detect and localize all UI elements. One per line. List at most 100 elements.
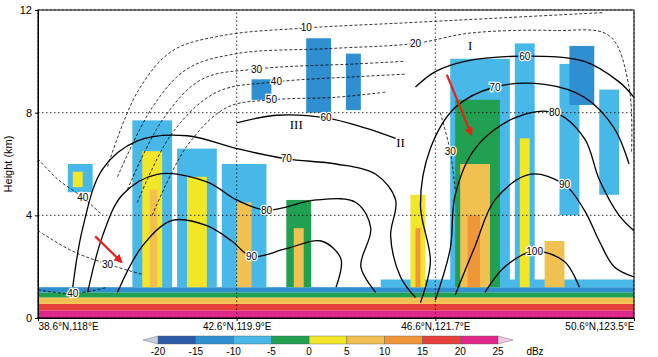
echo-cell [38,310,634,318]
contour-line [38,159,103,215]
chart-svg: 102030405040304030606070809070809010038.… [0,0,658,357]
grid-line-x [236,10,237,318]
grid-line-x [435,10,436,318]
echo-cell [222,164,267,287]
colorbar-bin [271,336,309,344]
contour-label: 10 [301,22,313,33]
colorbar-bin [196,336,234,344]
echo-cell [73,172,83,187]
arrow [95,236,121,262]
y-tick-label: 4 [26,209,32,221]
contour-line [237,115,396,138]
y-tick-label: 12 [20,4,32,16]
echo-cell [142,151,162,287]
colorbar-tick-label: -5 [267,346,276,357]
echo-cell [599,90,619,195]
echo-cell [38,297,634,303]
x-tick: 38.6°N,118°E [39,318,99,332]
echo-cell [38,287,634,292]
contours [38,13,634,303]
echo-cell [415,228,420,287]
y-tick-mark [35,215,38,216]
colorbar-tick-label: 0 [306,346,312,357]
contour-label: 40 [271,76,283,87]
contour-line [88,173,376,292]
x-tick: 50.6°N,123.5°E [565,318,634,332]
y-tick-mark [35,10,38,11]
y-axis-title: Height (km) [2,136,14,193]
echo-cell [38,304,634,310]
colorbar-tick-label: 10 [379,346,391,357]
colorbar-bin [385,336,423,344]
contour-line [485,251,579,292]
contour-label: 20 [410,38,422,49]
y-tick-label: 8 [26,107,32,119]
colorbar-tick-label: 25 [492,346,504,357]
y-tick-mark [35,318,38,319]
x-tick-label: 46.6°N,121.7°E [401,321,470,332]
echo-cell [286,200,311,287]
colorbar-tick-label: -10 [226,346,241,357]
colorbar-under [143,336,158,344]
echo-cell [460,164,490,287]
annotation: III [290,117,303,132]
x-tick-label: 42.6°N,119.9°E [203,321,272,332]
y-tick: 12 [20,4,38,16]
annotation: II [396,135,405,150]
colorbar-tick-label: 20 [455,346,467,357]
x-tick: 46.6°N,121.7°E [401,318,470,332]
x-axis: 38.6°N,118°E 42.6°N,119.9°E 46.6°N,121.7°E… [39,318,635,332]
contour-label: 80 [549,107,561,118]
colorbar-bin [422,336,460,344]
echo-cell [294,228,304,287]
annotation: I [468,38,472,53]
contour-line [117,219,341,292]
echo-cell [187,177,207,287]
x-tick-label: 50.6°N,123.5°E [565,321,634,332]
contour-label: 100 [526,246,543,257]
colorbar-bin [234,336,272,344]
colorbar-tick-label: 5 [344,346,350,357]
contour-labels: 1020304050403040306060708090708090100 [67,22,570,299]
contour-line [108,13,605,167]
contour-label: 80 [261,205,273,216]
echo-cell [468,215,480,287]
chart-container: 102030405040304030606070809070809010038.… [0,0,658,357]
contour-label: 30 [102,259,114,270]
contour-line [152,92,385,215]
contour-line [117,30,631,177]
y-tick-mark [35,113,38,114]
colorbar-bin [309,336,347,344]
colorbar-bin [460,336,498,344]
contour-label: 70 [281,153,293,164]
echo-cell [38,292,634,297]
contour-line [137,74,405,202]
echo-cell [68,164,93,192]
y-axis-line [38,11,39,319]
echo-cell [450,59,510,287]
colorbar: -20-15-10-50510152025dBz [143,336,544,357]
contour-label: 30 [251,64,263,75]
contour-label: 40 [77,192,89,203]
grid-line-y [38,215,634,216]
colorbar-tick-label: -20 [151,346,166,357]
contour-label: 90 [246,251,258,262]
echo-cell [455,100,500,287]
contour-line [455,174,634,295]
x-tick: 42.6°N,119.9°E [203,318,272,332]
colorbar-tick-label: -15 [189,346,204,357]
x-axis-line [39,318,635,319]
y-axis: 0 4 8 12 [20,4,39,324]
contour-label: 60 [321,112,333,123]
echo-cell [150,190,157,288]
colorbar-over [498,336,513,344]
y-tick: 8 [26,107,38,119]
x-tick-label: 38.6°N,118°E [39,321,99,332]
plot-frame [38,10,634,318]
echo-cell [545,241,565,287]
grid [38,10,634,318]
echo-cell [177,149,217,288]
contour-line [435,111,634,300]
contour-label: 50 [266,94,278,105]
y-tick: 0 [26,312,38,324]
